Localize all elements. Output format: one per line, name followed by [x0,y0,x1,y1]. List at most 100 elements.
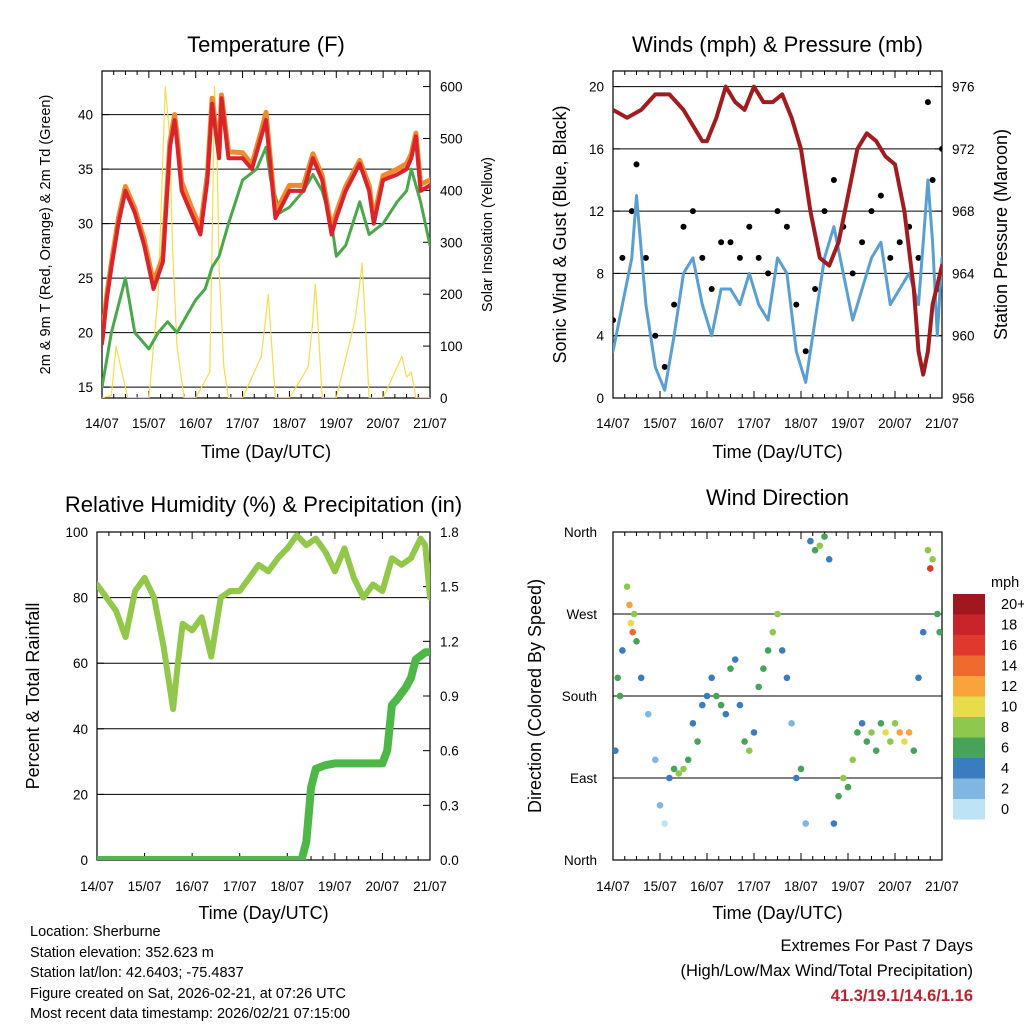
direction-point [783,674,791,682]
y-tick-label: 25 [78,271,93,286]
direction-point [926,565,934,572]
y-tick-label: 0 [596,391,604,406]
wind-direction-panel: 14/07 15/07 16/07 17/07 18/07 19/07 20/07 21/07… [525,485,1024,923]
y2-tick-label: 972 [952,142,975,157]
direction-point [675,770,683,777]
direction-point [614,674,621,682]
gust-point [915,254,922,261]
temperature-panel: 14/07 15/07 16/07 17/07 18/07 19/07 20/07 21/07… [38,32,496,462]
direction-point [680,765,687,773]
direction-point [849,756,856,764]
y-tick-label: 35 [78,162,93,177]
direction-point [887,738,894,745]
direction-point [764,647,772,654]
direction-point [670,765,678,773]
direction-point [627,619,635,627]
direction-point [934,610,941,618]
y-tick-label: 60 [73,656,88,671]
x-tick-label: 19/07 [831,416,865,431]
x-tick-label: 14/07 [85,416,119,431]
panel-title: Wind Direction [706,485,849,510]
y2-tick-label: 0.9 [440,689,459,704]
direction-point [936,628,942,636]
direction-point [919,628,927,636]
direction-point [629,628,637,636]
colorbar-label: 6 [1001,741,1009,757]
x-tick-label: 18/07 [273,416,307,431]
direction-point [774,610,781,618]
direction-point [905,729,913,736]
direction-point [684,756,692,764]
direction-point [910,747,918,754]
direction-point [755,683,762,691]
panel-title: Winds (mph) & Pressure (mb) [632,32,923,57]
direction-point [626,601,633,609]
y-tick-label: 15 [78,380,93,395]
gust-point [708,286,715,292]
x-tick-label: 19/07 [319,416,353,431]
colorbar-label: 0 [1001,802,1009,818]
created-text: Figure created on Sat, 2026-02-21, at 07… [30,985,346,1002]
winds-panel: 14/07 15/07 16/07 17/07 18/07 19/07 20/07 21/07… [550,32,1011,462]
gust-point [689,208,696,215]
x-tick-label: 20/07 [878,416,912,431]
gust-point [877,192,884,199]
y-tick-label: 0 [80,853,88,868]
gust-point [661,363,668,370]
gust-point [896,239,903,246]
gust-point [699,254,706,261]
humidity-panel: 14/07 15/07 16/07 17/07 18/07 19/07 20/07 21/07… [23,492,462,923]
y-tick-label: 100 [65,525,88,540]
x-tick-label: 20/07 [366,416,400,431]
direction-point [717,701,725,709]
colorbar-title: mph [991,575,1019,591]
dewpoint-line [102,145,430,389]
direction-point [661,820,668,827]
x-tick-label: 15/07 [643,879,677,894]
direction-point [731,656,739,663]
direction-point [915,674,922,682]
gust-point [929,177,936,183]
colorbar-label: 14 [1001,659,1017,675]
gust-point [765,270,772,277]
direction-point [830,820,838,827]
gust-point [736,254,743,261]
x-tick-label: 15/07 [132,416,166,431]
colorbar-label: 16 [1001,638,1017,654]
direction-point [637,674,645,682]
colorbar-swatch [953,799,985,820]
direction-point [666,774,673,782]
x-tick-label: 17/07 [737,879,771,894]
direction-point [877,720,885,727]
x-axis-label: Time (Day/UTC) [198,903,328,923]
y-axis-label: Direction (Colored By Speed) [525,579,545,813]
x-tick-label: 21/07 [925,416,959,431]
y-axis-label: Percent & Total Rainfall [23,603,43,790]
x-tick-label: 18/07 [784,416,818,431]
y2-tick-label: 200 [440,287,463,302]
direction-point [802,820,809,827]
x-tick-label: 16/07 [690,416,724,431]
gust-point [802,348,809,355]
gust-point [821,208,828,215]
x-tick-label: 16/07 [179,416,213,431]
y2-tick-label: 956 [952,391,975,406]
direction-point [741,738,748,745]
y-tick-label: 12 [589,204,604,219]
y2-tick-label: 960 [952,329,975,344]
x-tick-label: 21/07 [413,416,447,431]
x-tick-label: 20/07 [878,879,912,894]
gust-point [849,270,856,277]
extremes-box: Extremes For Past 7 Days (High/Low/Max W… [680,934,973,1009]
y2-axis-label: Station Pressure (Maroon) [991,129,1011,340]
y2-tick-label: 100 [440,339,463,354]
gust-point [939,145,942,152]
direction-point [797,765,805,773]
direction-point [858,720,866,727]
colorbar-label: 8 [1001,720,1009,736]
y2-tick-label: 968 [952,204,975,219]
direction-point [840,774,847,782]
direction-point [616,692,624,700]
colorbar-swatch [953,676,985,697]
direction-point [811,546,819,554]
